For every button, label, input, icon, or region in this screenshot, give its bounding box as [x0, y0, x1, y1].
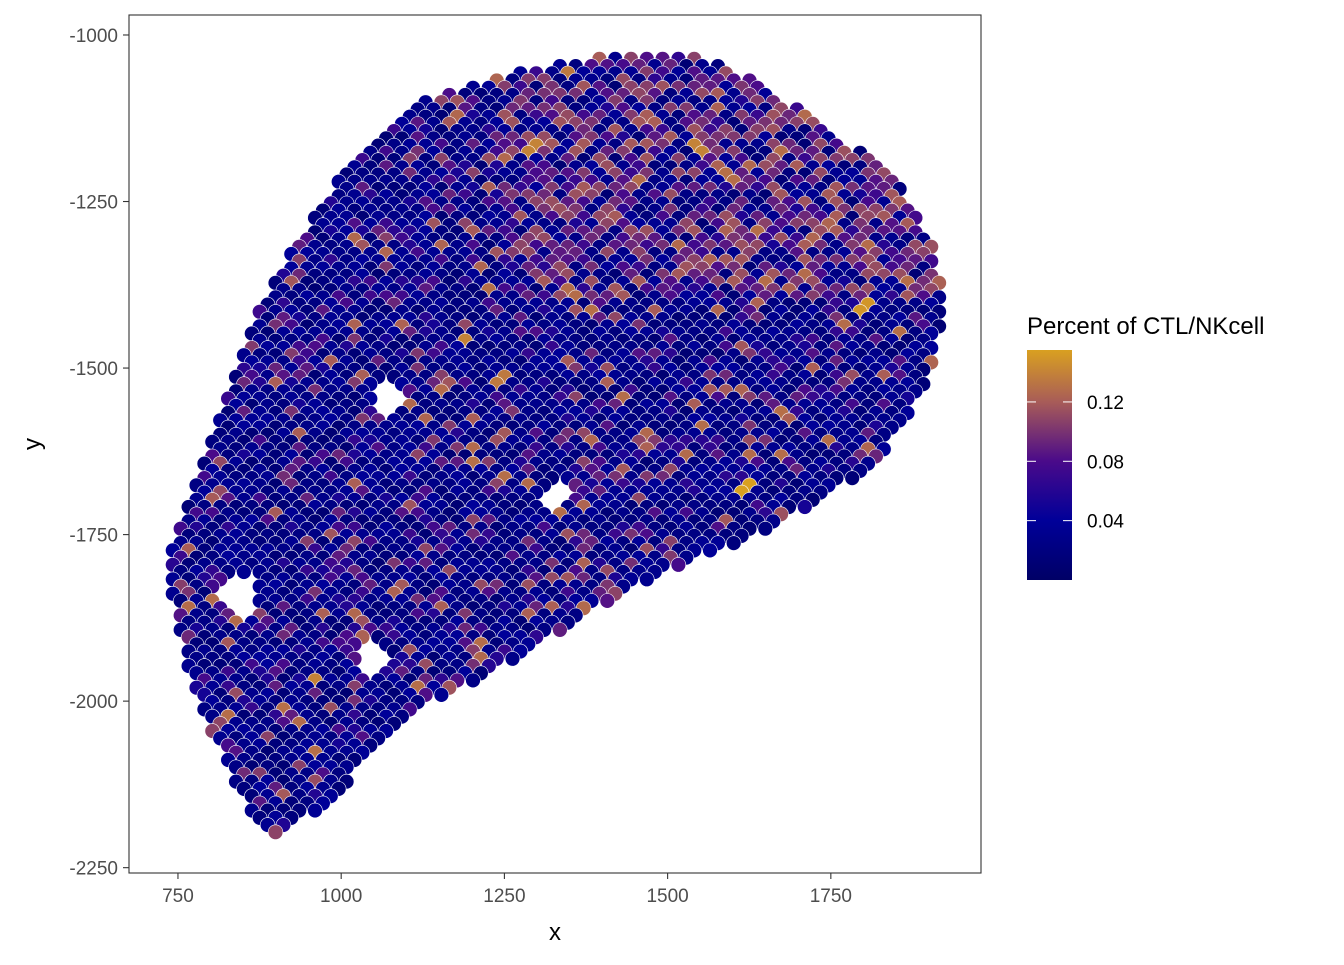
x-tick-label: 1000: [320, 886, 362, 907]
legend-title: Percent of CTL/NKcell: [1027, 313, 1264, 340]
spot-point: [844, 470, 860, 486]
spot-point: [797, 499, 813, 515]
x-tick-label: 750: [162, 886, 194, 907]
legend-tick-label: 0.08: [1087, 452, 1124, 473]
x-tick-label: 1250: [483, 886, 525, 907]
spot-point: [465, 672, 481, 689]
legend-tick-label: 0.04: [1087, 512, 1124, 533]
x-tick-label: 1500: [646, 886, 688, 907]
spot-point: [702, 542, 718, 559]
spot-point: [307, 802, 323, 819]
spot-point: [639, 571, 655, 587]
points-layer: [165, 51, 947, 840]
spot-point: [725, 535, 742, 551]
x-tick-label: 1750: [810, 886, 852, 907]
y-axis: -1000 -1250 -1500 -1750 -2000 -2250: [69, 26, 129, 880]
spot-point: [236, 564, 252, 580]
legend-colorbar: [1027, 350, 1072, 580]
y-tick-label: -1500: [69, 359, 118, 380]
y-axis-title: y: [19, 438, 46, 450]
spot-point: [599, 593, 615, 609]
spot-point: [670, 557, 687, 573]
legend: Percent of CTL/NKcell 0.04 0.08 0.12: [1027, 313, 1264, 580]
y-tick-label: -2250: [69, 859, 118, 880]
spot-point: [504, 651, 521, 667]
spot-point: [267, 824, 284, 840]
y-tick-label: -1250: [69, 193, 118, 214]
spot-point: [757, 520, 773, 537]
legend-tick-label: 0.12: [1087, 393, 1124, 414]
y-tick-label: -2000: [69, 692, 118, 713]
y-tick-label: -1750: [69, 526, 118, 547]
x-axis-title: x: [549, 919, 561, 946]
y-tick-label: -1000: [69, 26, 118, 47]
spot-point: [433, 687, 450, 703]
spot-point: [552, 622, 568, 638]
x-axis: 750 1000 1250 1500 1750: [162, 873, 852, 907]
